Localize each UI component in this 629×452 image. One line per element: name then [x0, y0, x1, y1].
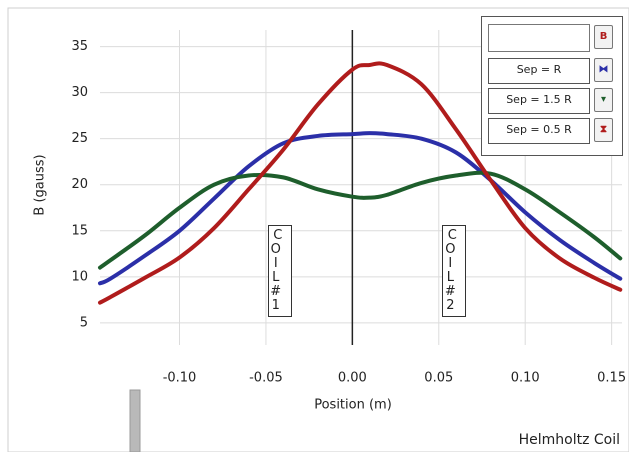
x-tick-label: 0.00 — [338, 371, 367, 386]
legend-entry: Sep = 0.5 R — [488, 118, 590, 144]
y-tick-label: 20 — [71, 177, 88, 192]
x-tick-label: -0.05 — [249, 371, 283, 386]
y-tick-label: 30 — [71, 85, 88, 100]
y-tick-label: 15 — [71, 223, 88, 238]
y-tick-label: 5 — [80, 315, 88, 330]
y-tick-label: 10 — [71, 269, 88, 284]
x-axis-label: Position (m) — [314, 398, 392, 413]
legend-button[interactable]: ⧗ — [594, 118, 613, 142]
x-tick-label: 0.10 — [511, 371, 540, 386]
chart-title: Helmholtz Coil — [519, 432, 620, 448]
y-tick-label: 35 — [71, 39, 88, 54]
coil-label: COIL #2 — [442, 225, 467, 317]
coil-label: COIL #1 — [267, 225, 292, 317]
legend-input — [488, 24, 590, 52]
field-curve — [98, 170, 623, 270]
x-tick-label: 0.15 — [597, 371, 626, 386]
field-curve — [98, 131, 623, 286]
legend-button[interactable]: ⧓ — [594, 58, 613, 82]
y-tick-label: 25 — [71, 131, 88, 146]
legend-entry: Sep = 1.5 R — [488, 88, 590, 114]
y-axis-label: B (gauss) — [33, 154, 48, 215]
legend-title-button[interactable]: B — [594, 25, 613, 49]
slider-rod — [129, 389, 141, 452]
legend-button[interactable]: ▾ — [594, 88, 613, 112]
field-curve — [98, 61, 623, 305]
x-tick-label: 0.05 — [424, 371, 453, 386]
x-tick-label: -0.10 — [163, 371, 197, 386]
legend-entry: Sep = R — [488, 58, 590, 84]
